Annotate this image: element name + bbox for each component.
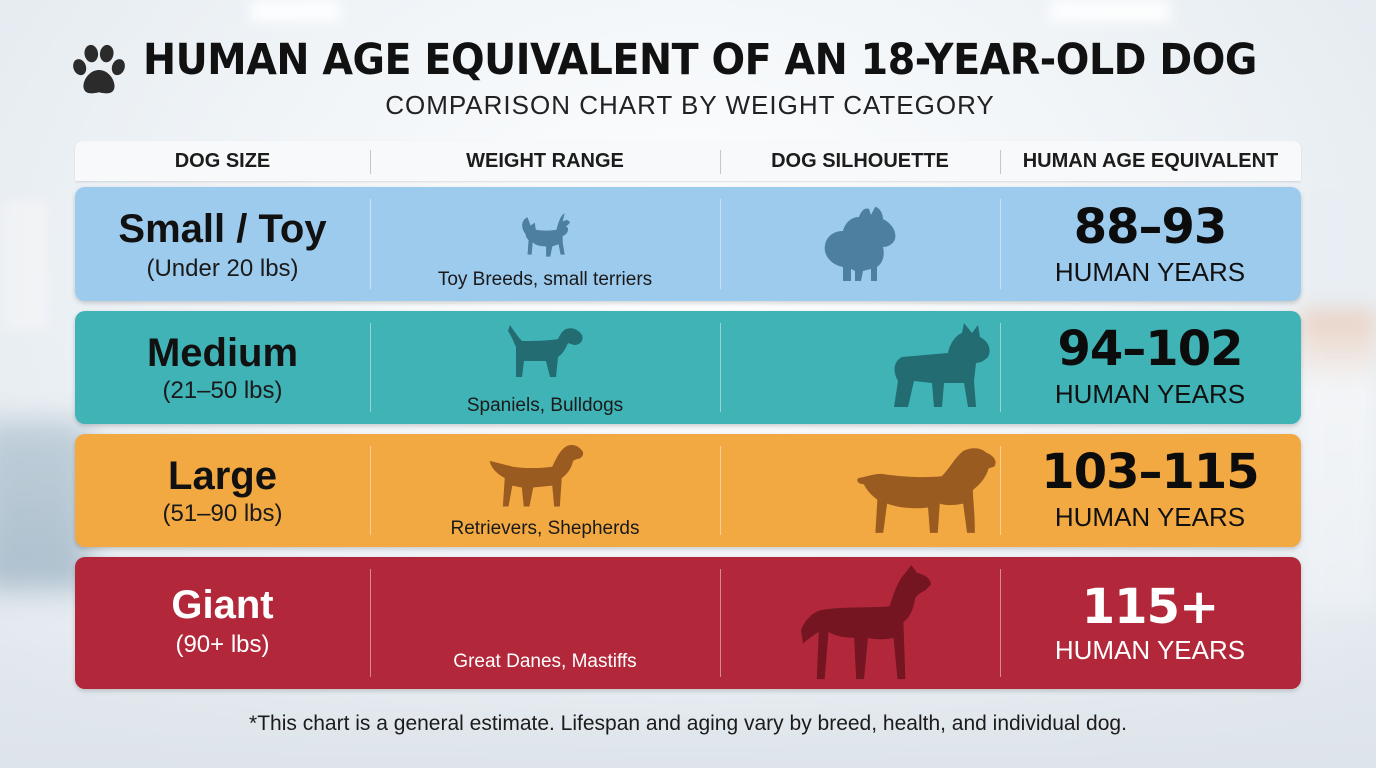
- footnote: *This chart is a general estimate. Lifes…: [249, 712, 1127, 735]
- size-label: Medium: [146, 331, 299, 375]
- table-row-large: Large (51–90 lbs) Retrievers, Shepherds …: [75, 434, 1301, 547]
- human-age-unit: HUMAN YEARS: [1054, 635, 1246, 665]
- chihuahua-silhouette-icon: [522, 213, 570, 257]
- human-age-value: 103–115: [1041, 444, 1259, 500]
- column-header-dog-size: DOG SIZE: [174, 150, 271, 172]
- table-row-giant: Giant (90+ lbs) Great Danes, Mastiffs 11…: [75, 557, 1301, 689]
- weight-range-label: (Under 20 lbs): [146, 255, 299, 282]
- breeds-label: Retrievers, Shepherds: [450, 518, 640, 539]
- weight-range-label: (51–90 lbs): [162, 500, 283, 527]
- pomeranian-silhouette-icon: [824, 207, 896, 281]
- breeds-label: Toy Breeds, small terriers: [437, 269, 653, 290]
- breeds-label: Spaniels, Bulldogs: [466, 395, 624, 416]
- human-age-value: 88–93: [1073, 199, 1228, 255]
- table-row-small: Small / Toy (Under 20 lbs) Toy Breeds, s…: [75, 187, 1301, 301]
- column-header-human-age: HUMAN AGE EQUIVALENT: [1022, 150, 1279, 172]
- human-age-unit: HUMAN YEARS: [1054, 379, 1246, 409]
- bulldog-silhouette-icon: [894, 323, 990, 407]
- table-header: DOG SIZE WEIGHT RANGE DOG SILHOUETTE HUM…: [75, 141, 1301, 181]
- weight-range-label: (90+ lbs): [175, 631, 270, 658]
- column-header-weight-range: WEIGHT RANGE: [466, 150, 624, 172]
- beagle-silhouette-icon: [508, 325, 583, 377]
- size-label: Large: [168, 454, 277, 498]
- column-header-dog-silhouette: DOG SILHOUETTE: [771, 150, 949, 172]
- size-label: Small / Toy: [118, 207, 327, 251]
- retriever-silhouette-icon: [489, 444, 584, 507]
- page-subtitle: COMPARISON CHART BY WEIGHT CATEGORY: [385, 90, 995, 120]
- table-row-medium: Medium (21–50 lbs) Spaniels, Bulldogs 94…: [75, 311, 1301, 424]
- weight-range-label: (21–50 lbs): [162, 377, 283, 404]
- breeds-label: Great Danes, Mastiffs: [453, 651, 637, 672]
- golden-retriever-silhouette-icon: [857, 448, 996, 533]
- human-age-unit: HUMAN YEARS: [1054, 502, 1246, 532]
- paw-icon: [73, 44, 125, 94]
- great-dane-silhouette-icon: [801, 564, 931, 680]
- size-label: Giant: [171, 583, 274, 627]
- page-title: HUMAN AGE EQUIVALENT OF AN 18-YEAR-OLD D…: [143, 35, 1257, 85]
- human-age-unit: HUMAN YEARS: [1054, 257, 1246, 287]
- human-age-value: 94–102: [1057, 321, 1244, 377]
- human-age-value: 115+: [1081, 579, 1219, 635]
